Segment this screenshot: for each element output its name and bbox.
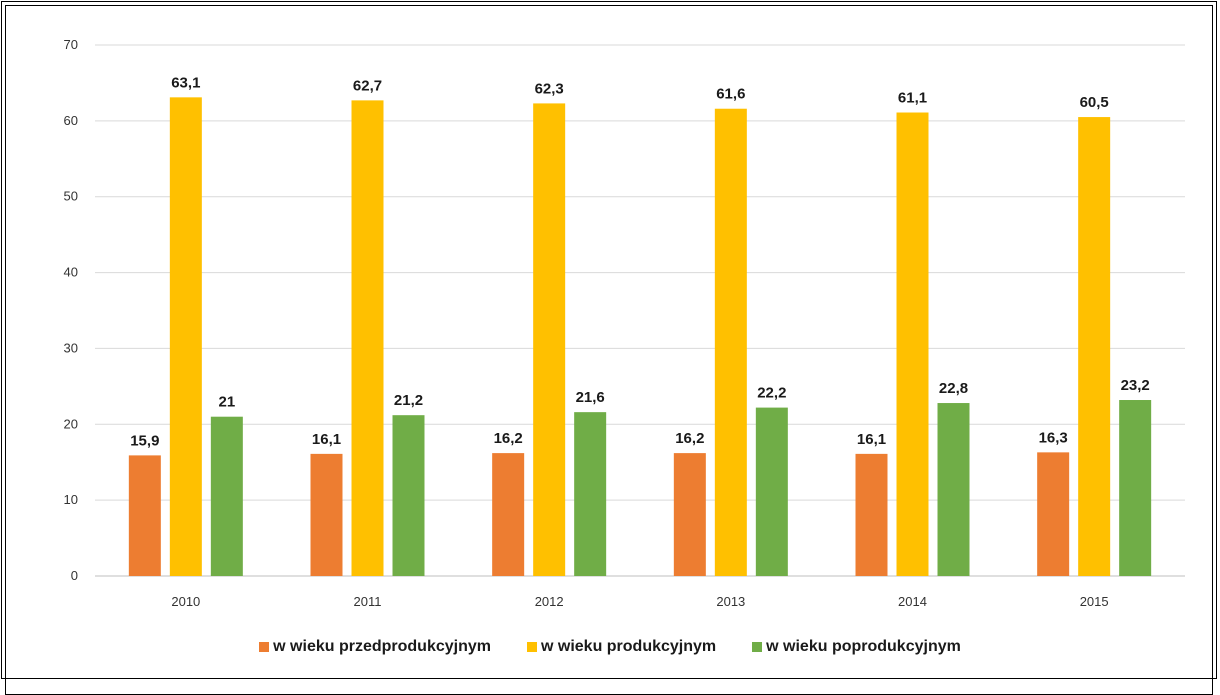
y-tick-label: 50 xyxy=(64,189,78,204)
data-label: 62,3 xyxy=(535,80,564,97)
data-label: 61,6 xyxy=(716,86,745,103)
legend-label: w wieku przedprodukcyjnym xyxy=(273,638,491,655)
data-label: 16,3 xyxy=(1039,429,1068,446)
x-tick-label: 2011 xyxy=(354,594,382,609)
x-tick-label: 2013 xyxy=(716,594,745,609)
legend-label: w wieku poprodukcyjnym xyxy=(766,638,961,655)
data-label: 21,2 xyxy=(394,392,423,409)
y-tick-label: 20 xyxy=(64,416,78,431)
bar xyxy=(169,97,202,576)
gridlines xyxy=(95,44,1185,577)
chart-frame-outer xyxy=(1,1,1217,679)
bars xyxy=(128,97,1152,577)
bar xyxy=(392,415,425,576)
bar xyxy=(1119,400,1152,576)
legend-item: w wieku poprodukcyjnym xyxy=(752,638,961,656)
legend-swatch xyxy=(752,642,763,652)
x-tick-label: 2012 xyxy=(535,594,564,609)
legend-label: w wieku produkcyjnym xyxy=(540,638,717,655)
data-label: 63,1 xyxy=(171,74,200,91)
y-tick-label: 10 xyxy=(64,492,78,507)
x-tick-label: 2014 xyxy=(898,594,927,609)
y-tick-label: 70 xyxy=(64,37,78,52)
legend: w wieku przedprodukcyjnym w wieku produkc… xyxy=(0,638,1220,656)
legend-item: w wieku przedprodukcyjnym xyxy=(259,638,491,656)
bar xyxy=(855,453,888,576)
data-label: 22,8 xyxy=(939,380,968,397)
bar xyxy=(896,112,929,577)
bar xyxy=(492,453,525,576)
y-tick-label: 0 xyxy=(71,568,78,583)
bar xyxy=(128,455,161,576)
bar xyxy=(351,100,384,576)
data-label: 16,2 xyxy=(675,430,704,447)
y-tick-label: 40 xyxy=(64,265,78,280)
x-tick-label: 2015 xyxy=(1080,594,1109,609)
bar xyxy=(714,108,747,576)
bar xyxy=(1037,452,1070,576)
bar xyxy=(210,416,243,576)
data-labels: 15,9 63,1 21 16,1 62,7 21,2 16,2 62,3 21,6 16,2 61… xyxy=(130,74,1150,449)
y-axis-ticks: 0 10 20 30 40 50 60 70 xyxy=(64,37,78,583)
data-label: 23,2 xyxy=(1121,377,1150,394)
legend-swatch xyxy=(259,642,270,652)
bar xyxy=(533,103,566,576)
bar xyxy=(1078,117,1111,577)
bar xyxy=(755,407,788,576)
y-tick-label: 60 xyxy=(64,113,78,128)
bar xyxy=(310,453,343,576)
x-tick-label: 2010 xyxy=(171,594,200,609)
data-label: 16,1 xyxy=(312,431,341,448)
data-label: 62,7 xyxy=(353,77,382,94)
legend-item: w wieku produkcyjnym xyxy=(526,638,717,656)
data-label: 22,2 xyxy=(757,385,786,402)
data-label: 21 xyxy=(218,394,235,411)
bar xyxy=(937,403,970,576)
data-label: 60,5 xyxy=(1080,94,1109,111)
bar xyxy=(574,412,607,576)
x-axis-ticks: 2010 2011 2012 2013 2014 2015 xyxy=(171,594,1108,609)
data-label: 16,1 xyxy=(857,431,886,448)
legend-swatch xyxy=(526,642,537,652)
y-tick-label: 30 xyxy=(64,340,78,355)
data-label: 21,6 xyxy=(576,389,605,406)
data-label: 16,2 xyxy=(494,430,523,447)
bar xyxy=(673,453,706,576)
data-label: 15,9 xyxy=(130,432,159,449)
data-label: 61,1 xyxy=(898,90,927,107)
